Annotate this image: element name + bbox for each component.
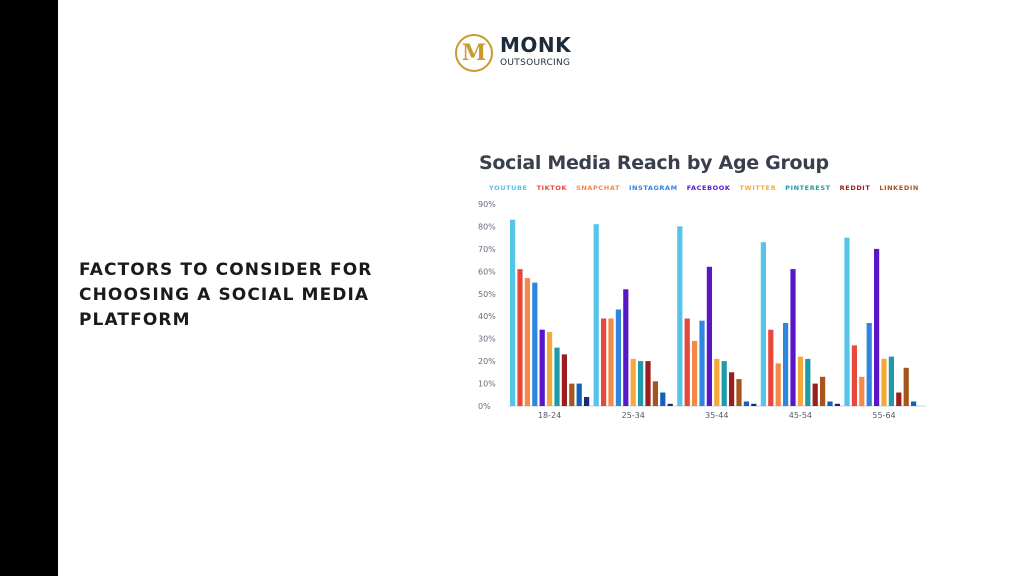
bar-tiktok-55-64 (851, 345, 857, 406)
bar-series-10-18-24 (584, 397, 590, 406)
bar-youtube-25-34 (593, 224, 599, 406)
bar-instagram-25-34 (615, 309, 621, 406)
logo-subtitle: OUTSOURCING (500, 58, 571, 68)
bar-series-10-35-44 (751, 403, 757, 406)
bar-instagram-35-44 (699, 320, 705, 406)
y-tick-label: 60% (478, 267, 496, 276)
bar-tiktok-25-34 (601, 318, 607, 406)
bar-linkedin-25-34 (652, 381, 658, 406)
bar-pinterest-18-24 (554, 347, 560, 406)
y-tick-label: 20% (478, 357, 496, 366)
slide-heading: FACTORS TO CONSIDER FOR CHOOSING A SOCIA… (79, 260, 373, 330)
y-tick-label: 10% (478, 380, 496, 389)
bar-tiktok-45-54 (768, 329, 774, 406)
x-tick-label: 18-24 (538, 411, 561, 420)
bar-snapchat-35-44 (692, 340, 698, 406)
bar-instagram-45-54 (783, 323, 789, 406)
bar-reddit-55-64 (896, 392, 902, 406)
bar-reddit-18-24 (561, 354, 567, 406)
logo-title: MONK (500, 33, 572, 57)
legend-item-linkedin: LINKEDIN (879, 184, 919, 192)
bar-pinterest-25-34 (638, 361, 644, 406)
bar-twitter-35-44 (714, 358, 720, 406)
x-tick-label: 45-54 (789, 411, 812, 420)
y-tick-label: 90% (478, 200, 496, 209)
bar-series-9-18-24 (576, 383, 582, 406)
bar-linkedin-55-64 (903, 367, 909, 406)
y-tick-label: 40% (478, 312, 496, 321)
legend-item-instagram: INSTAGRAM (628, 184, 678, 192)
left-black-bar (0, 0, 58, 576)
bar-youtube-55-64 (844, 237, 850, 406)
bar-pinterest-45-54 (805, 358, 811, 406)
legend-item-youtube: YOUTUBE (489, 184, 528, 192)
bar-reddit-35-44 (729, 372, 735, 406)
x-tick-label: 35-44 (705, 411, 728, 420)
bar-youtube-18-24 (510, 219, 516, 406)
bar-linkedin-18-24 (569, 383, 575, 406)
y-tick-label: 80% (478, 222, 496, 231)
bar-snapchat-45-54 (775, 363, 781, 406)
bar-twitter-25-34 (630, 358, 636, 406)
bar-facebook-45-54 (790, 269, 796, 406)
bar-twitter-18-24 (547, 331, 553, 406)
chart-container: 0% 10% 20% 30% 40% 50% 60% 70% 80% 90% 18-24 25-34 3… (476, 148, 936, 428)
bar-instagram-18-24 (532, 282, 538, 406)
bar-series-9-25-34 (660, 392, 666, 406)
bar-instagram-55-64 (866, 323, 872, 406)
bar-series-9-35-44 (743, 401, 749, 406)
bar-snapchat-25-34 (608, 318, 614, 406)
bar-facebook-35-44 (706, 266, 712, 406)
bar-snapchat-18-24 (524, 278, 530, 406)
logo-badge-icon: M (455, 34, 493, 72)
bar-series-10-25-34 (667, 403, 673, 406)
bar-twitter-55-64 (881, 358, 887, 406)
bar-series-9-45-54 (827, 401, 833, 406)
x-tick-label: 25-34 (622, 411, 645, 420)
company-logo: M MONK OUTSOURCING (455, 32, 595, 74)
bar-series-9-55-64 (911, 401, 917, 406)
bar-pinterest-55-64 (888, 356, 894, 406)
bar-twitter-45-54 (797, 356, 803, 406)
bar-youtube-45-54 (760, 242, 766, 406)
bar-tiktok-18-24 (517, 269, 523, 406)
legend-item-snapchat: SNAPCHAT (576, 184, 620, 192)
x-tick-label: 55-64 (872, 411, 895, 420)
legend-item-pinterest: PINTEREST (785, 184, 831, 192)
chart-legend: YOUTUBE TIKTOK SNAPCHAT INSTAGRAM FACEBOOK TW… (489, 184, 919, 192)
y-tick-label: 50% (478, 290, 496, 299)
bar-chart: 0% 10% 20% 30% 40% 50% 60% 70% 80% 90% 18-24 25-34 3… (478, 200, 926, 420)
bar-youtube-35-44 (677, 226, 683, 406)
bar-tiktok-35-44 (684, 318, 690, 406)
bar-facebook-18-24 (539, 329, 545, 406)
bar-linkedin-35-44 (736, 379, 742, 406)
bar-reddit-45-54 (812, 383, 818, 406)
bar-facebook-55-64 (874, 248, 880, 406)
y-tick-label: 70% (478, 245, 496, 254)
legend-item-twitter: TWITTER (739, 184, 777, 192)
bar-pinterest-35-44 (721, 361, 727, 406)
y-tick-label: 0% (478, 402, 491, 411)
y-tick-label: 30% (478, 335, 496, 344)
bar-facebook-25-34 (623, 289, 629, 406)
chart-title: Social Media Reach by Age Group (479, 152, 829, 174)
legend-item-tiktok: TIKTOK (536, 184, 568, 192)
legend-item-reddit: REDDIT (839, 184, 871, 192)
bar-series-10-45-54 (834, 403, 840, 406)
bar-snapchat-55-64 (859, 376, 865, 406)
legend-item-facebook: FACEBOOK (686, 184, 731, 192)
bar-reddit-25-34 (645, 361, 651, 406)
bar-linkedin-45-54 (820, 376, 826, 406)
